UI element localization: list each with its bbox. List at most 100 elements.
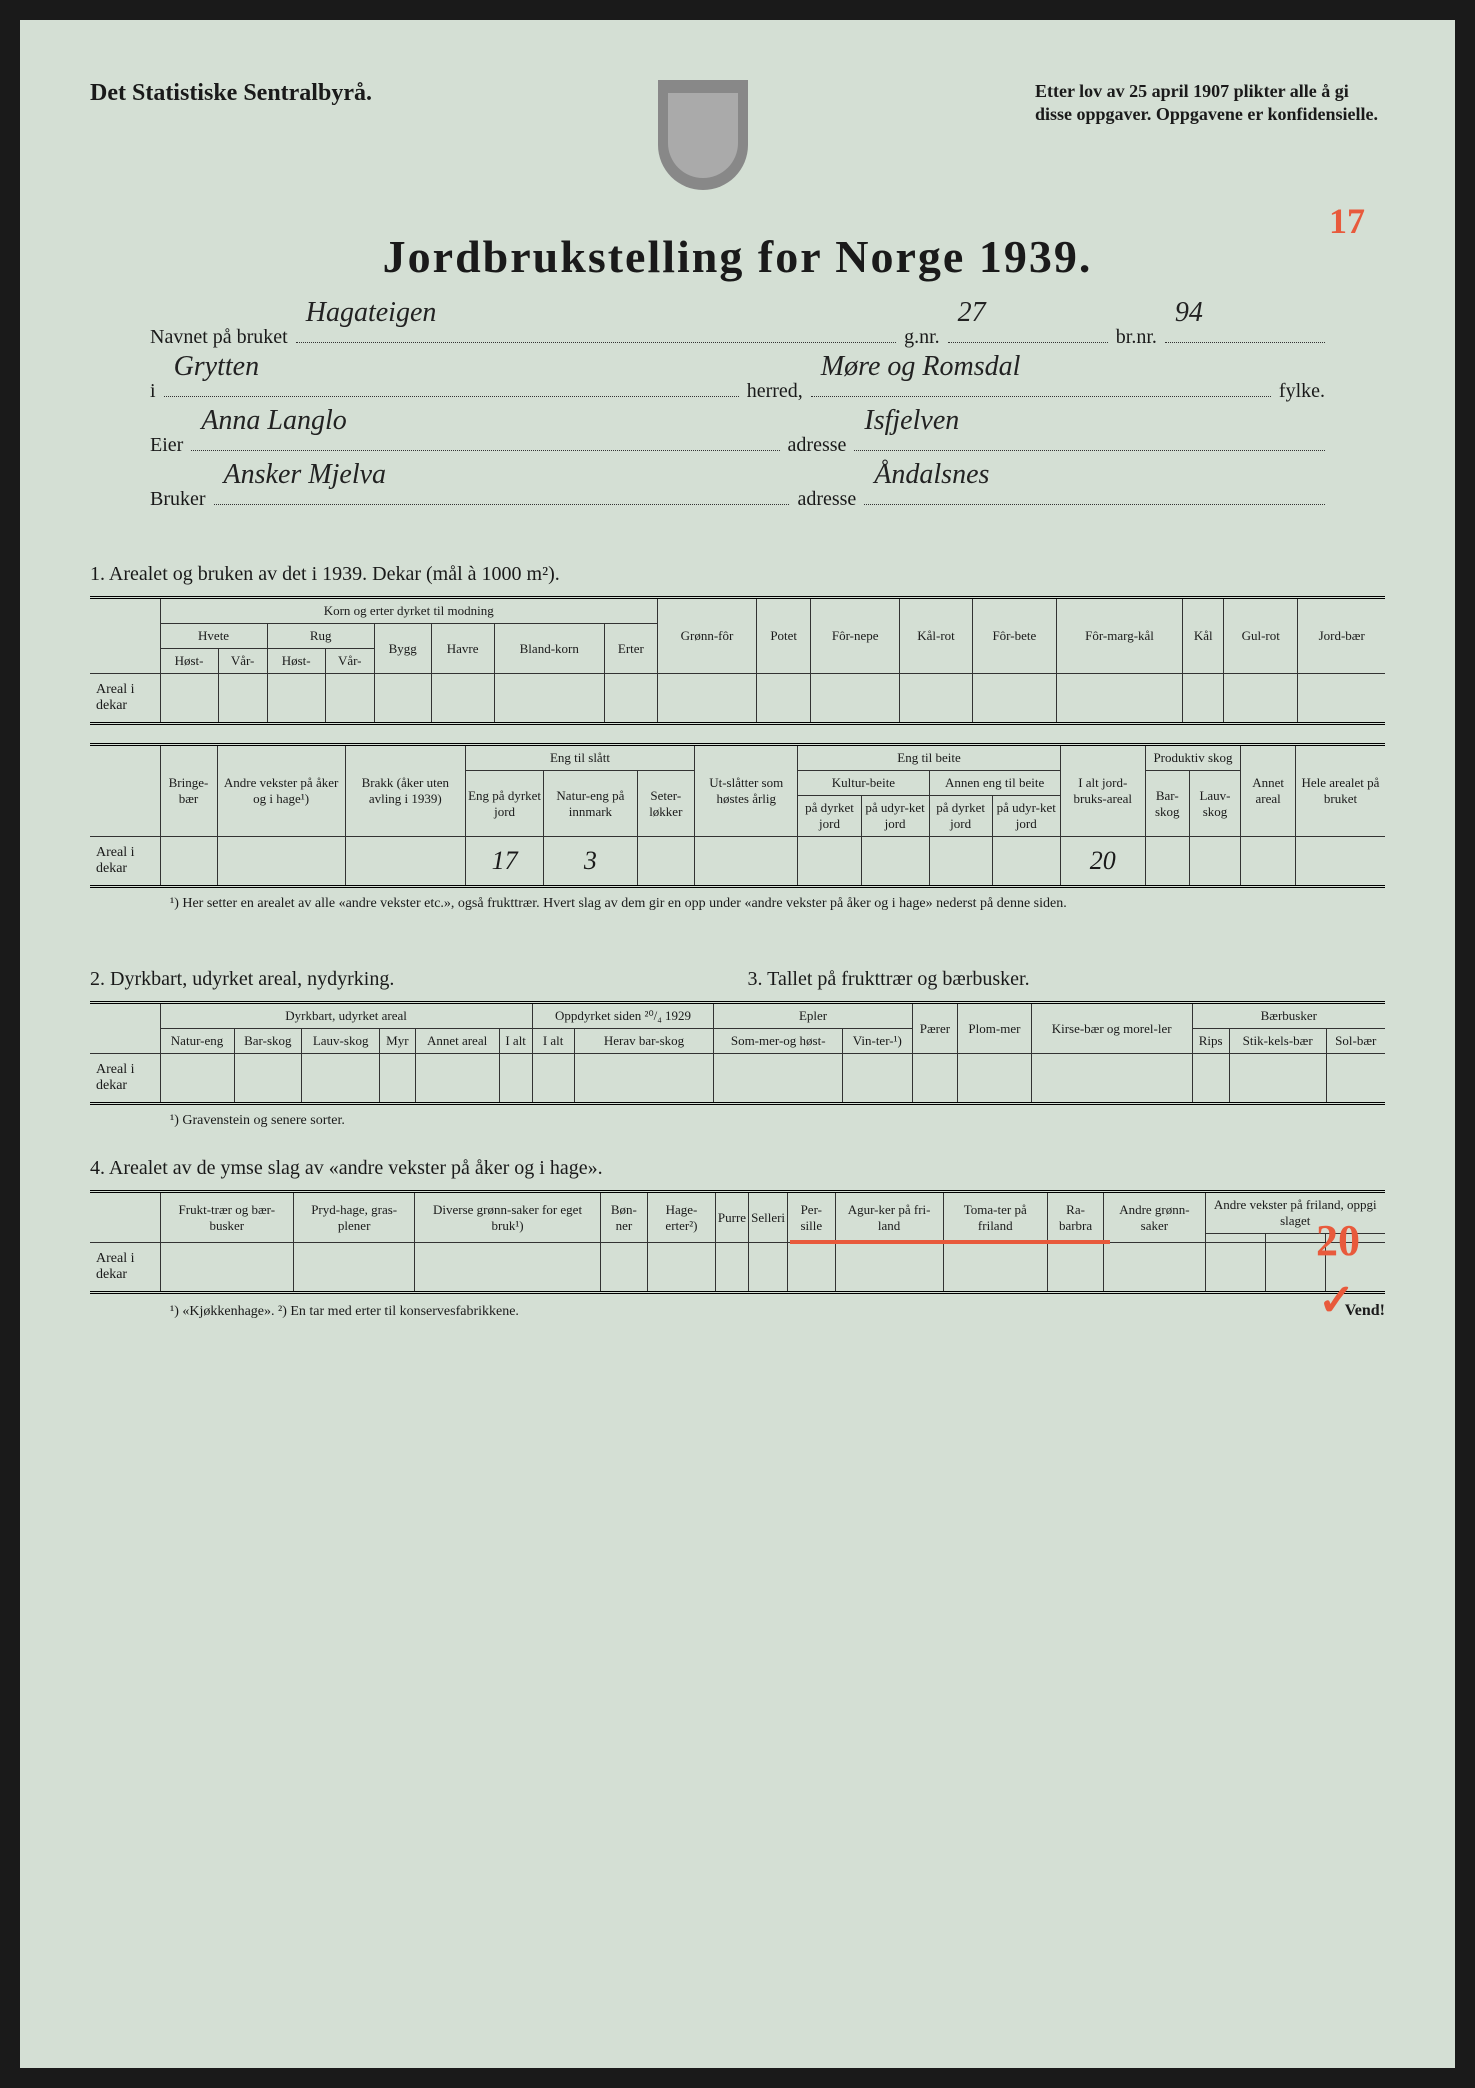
- th-stikkelsbaer: Stik-kels-bær: [1229, 1029, 1326, 1054]
- th-prydhage: Pryd-hage, gras-plener: [294, 1192, 415, 1243]
- th-natureng2: Natur-eng: [160, 1029, 234, 1054]
- herred-label: herred,: [747, 367, 803, 415]
- th-pa-dyrket2: på dyrket jord: [929, 796, 992, 837]
- th-blandkorn: Bland-korn: [494, 624, 604, 674]
- red-annotation-20: 20: [1316, 1215, 1360, 1266]
- legal-notice: Etter lov av 25 april 1907 plikter alle …: [1035, 80, 1385, 127]
- th-gulrot: Gul-rot: [1224, 598, 1298, 674]
- th-natureng: Natur-eng på innmark: [544, 771, 637, 837]
- fylke-label: fylke.: [1279, 367, 1325, 415]
- bruker-value: Ansker Mjelva: [224, 441, 387, 508]
- section3-title: 3. Tallet på frukttrær og bærbusker.: [728, 968, 1386, 991]
- table-1b: Bringe-bær Andre vekster på åker og i ha…: [90, 743, 1385, 888]
- th-annen-beite: Annen eng til beite: [929, 771, 1060, 796]
- row-label-1b: Areal i dekar: [90, 837, 160, 887]
- th-host2: Høst-: [267, 649, 325, 674]
- bruker-adresse-value: Åndalsnes: [874, 441, 989, 508]
- row-label-2: Areal i dekar: [90, 1054, 160, 1104]
- red-annotation-17: 17: [1329, 200, 1365, 242]
- th-hageerter: Hage-erter²): [647, 1192, 715, 1243]
- bruker-label: Bruker: [150, 475, 206, 523]
- val-eng-dyrket: 17: [465, 837, 543, 887]
- th-bonner: Bøn-ner: [600, 1192, 647, 1243]
- th-var1: Vår-: [218, 649, 267, 674]
- table-2-3: Dyrkbart, udyrket areal Oppdyrket siden …: [90, 1001, 1385, 1105]
- form-title: Jordbrukstelling for Norge 1939.: [90, 230, 1385, 283]
- th-diverse: Diverse grønn-saker for eget bruk¹): [415, 1192, 601, 1243]
- section1-title: 1. Arealet og bruken av det i 1939. Deka…: [90, 563, 1385, 586]
- th-herav: Herav bar-skog: [574, 1029, 714, 1054]
- th-forbete: Fôr-bete: [973, 598, 1057, 674]
- th-prod-skog: Produktiv skog: [1145, 745, 1240, 771]
- eier-adresse-label: adresse: [788, 421, 847, 469]
- th-rug: Rug: [267, 624, 374, 649]
- th-kulturbeite: Kultur-beite: [798, 771, 929, 796]
- section2-title: 2. Dyrkbart, udyrket areal, nydyrking.: [90, 968, 728, 991]
- red-underline: [790, 1240, 1110, 1244]
- brnr-label: br.nr.: [1116, 313, 1157, 361]
- th-agurker: Agur-ker på fri-land: [835, 1192, 943, 1243]
- red-check-mark: ✓: [1318, 1275, 1355, 1326]
- th-brakk: Brakk (åker uten avling i 1939): [345, 745, 465, 837]
- th-fornepe: Fôr-nepe: [811, 598, 900, 674]
- th-paerer: Pærer: [912, 1003, 958, 1054]
- th-seterlokker: Seter-løkker: [637, 771, 695, 837]
- th-kirsebaer: Kirse-bær og morel-ler: [1031, 1003, 1192, 1054]
- th-eng-beite: Eng til beite: [798, 745, 1060, 771]
- th-purre: Purre: [715, 1192, 748, 1243]
- agency-name: Det Statistiske Sentralbyrå.: [90, 80, 372, 107]
- th-myr: Myr: [380, 1029, 415, 1054]
- th-vinter: Vin-ter-¹): [842, 1029, 912, 1054]
- th-gronnfor: Grønn-fôr: [657, 598, 756, 674]
- th-persille: Per-sille: [788, 1192, 835, 1243]
- th-frukt: Frukt-trær og bær-busker: [160, 1192, 294, 1243]
- th-pa-udyrket2: på udyr-ket jord: [992, 796, 1060, 837]
- th-epler: Epler: [714, 1003, 912, 1029]
- section4-title: 4. Arealet av de ymse slag av «andre vek…: [90, 1157, 1385, 1180]
- th-erter: Erter: [604, 624, 657, 674]
- th-oppdyrket: Oppdyrket siden ²⁰/₄ 1929: [532, 1003, 714, 1029]
- th-utslatter: Ut-slåtter som høstes årlig: [695, 745, 798, 837]
- th-rips: Rips: [1192, 1029, 1229, 1054]
- th-ialt-jord: I alt jord-bruks-areal: [1060, 745, 1145, 837]
- table-4: Frukt-trær og bær-busker Pryd-hage, gras…: [90, 1190, 1385, 1294]
- th-annet2: Annet areal: [415, 1029, 499, 1054]
- th-ialt2b: I alt: [532, 1029, 574, 1054]
- th-selleri: Selleri: [749, 1192, 788, 1243]
- th-pa-udyrket1: på udyr-ket jord: [861, 796, 929, 837]
- section3-footnote: ¹) Gravenstein og senere sorter.: [170, 1113, 1385, 1129]
- coat-of-arms-icon: [658, 80, 748, 190]
- th-dyrkbart: Dyrkbart, udyrket areal: [160, 1003, 532, 1029]
- th-bygg: Bygg: [374, 624, 431, 674]
- th-havre: Havre: [431, 624, 494, 674]
- i-label: i: [150, 367, 156, 415]
- th-lauvskog2: Lauv-skog: [302, 1029, 380, 1054]
- th-eng-slatt: Eng til slått: [465, 745, 694, 771]
- th-bringebaer: Bringe-bær: [160, 745, 217, 837]
- th-hele: Hele arealet på bruket: [1295, 745, 1385, 837]
- th-solbaer: Sol-bær: [1326, 1029, 1385, 1054]
- val-natureng: 3: [544, 837, 637, 887]
- row-label-4: Areal i dekar: [90, 1243, 160, 1293]
- th-plommer: Plom-mer: [958, 1003, 1031, 1054]
- th-barskog: Bar-skog: [1145, 771, 1189, 837]
- th-lauvskog: Lauv-skog: [1189, 771, 1241, 837]
- th-eng-dyrket: Eng på dyrket jord: [465, 771, 543, 837]
- th-kal: Kål: [1183, 598, 1224, 674]
- th-formargkal: Fôr-marg-kål: [1056, 598, 1183, 674]
- th-potet: Potet: [756, 598, 810, 674]
- th-sommer: Som-mer-og høst-: [714, 1029, 843, 1054]
- th-andre: Andre vekster på åker og i hage¹): [217, 745, 345, 837]
- table-1a: Korn og erter dyrket til modning Grønn-f…: [90, 596, 1385, 725]
- val-ialt: 20: [1060, 837, 1145, 887]
- th-kalrot: Kål-rot: [900, 598, 973, 674]
- th-ialt2a: I alt: [499, 1029, 532, 1054]
- bruker-adresse-label: adresse: [797, 475, 856, 523]
- section1-footnote: ¹) Her setter en arealet av alle «andre …: [170, 896, 1385, 912]
- th-rabarbra: Ra-barbra: [1047, 1192, 1103, 1243]
- th-andre-gronn: Andre grønn-saker: [1104, 1192, 1205, 1243]
- header-row: Det Statistiske Sentralbyrå. Etter lov a…: [90, 80, 1385, 190]
- th-jordbaer: Jord-bær: [1298, 598, 1385, 674]
- row-label-1a: Areal i dekar: [90, 674, 160, 724]
- th-host1: Høst-: [160, 649, 218, 674]
